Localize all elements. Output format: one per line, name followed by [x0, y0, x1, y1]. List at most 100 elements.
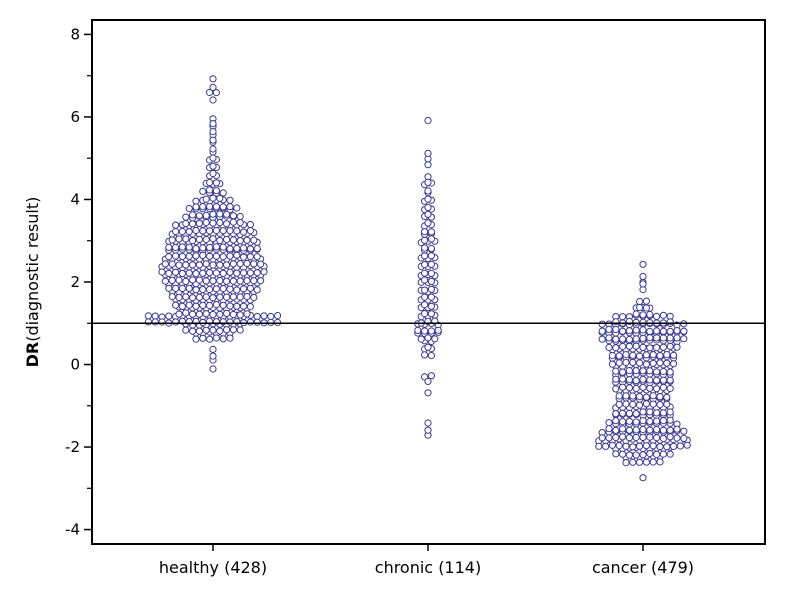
data-point — [663, 393, 671, 401]
data-point — [608, 360, 617, 368]
data-point — [260, 268, 268, 276]
data-point — [656, 359, 664, 367]
data-point — [206, 227, 214, 235]
data-point — [175, 235, 183, 243]
data-point — [172, 318, 180, 326]
data-point — [229, 236, 237, 244]
data-point — [240, 269, 248, 277]
data-point — [206, 202, 214, 211]
data-point — [632, 318, 640, 326]
data-point — [267, 318, 275, 326]
data-point — [421, 244, 429, 252]
data-point — [216, 194, 224, 202]
data-point — [625, 409, 634, 417]
data-point — [212, 179, 220, 187]
data-point — [670, 351, 678, 359]
data-point — [172, 301, 180, 309]
data-point — [195, 219, 203, 227]
data-point — [185, 269, 193, 277]
data-point — [619, 375, 627, 383]
data-point — [250, 236, 258, 244]
data-point — [243, 236, 251, 244]
data-point — [168, 236, 176, 244]
data-point — [619, 327, 627, 335]
data-point — [192, 245, 200, 253]
data-point — [639, 408, 647, 416]
data-point — [168, 293, 176, 301]
data-point — [212, 187, 220, 195]
data-point — [229, 293, 237, 301]
data-point — [427, 310, 435, 318]
data-point — [233, 244, 241, 253]
data-point — [246, 284, 254, 292]
data-point — [192, 252, 200, 260]
data-point — [226, 334, 234, 342]
data-point — [216, 219, 224, 227]
data-point — [666, 342, 674, 350]
data-point — [206, 301, 214, 310]
data-point — [612, 426, 620, 434]
x-axis: healthy (428) chronic (114) cancer (479) — [159, 544, 694, 577]
data-point — [216, 277, 224, 285]
data-point — [636, 458, 644, 466]
data-point — [274, 312, 282, 320]
data-point — [636, 393, 644, 401]
data-point — [161, 277, 169, 285]
data-point — [219, 253, 227, 261]
data-point — [243, 277, 251, 285]
data-point — [233, 269, 241, 277]
data-point — [424, 210, 432, 218]
data-point — [639, 433, 647, 441]
x-category-label: cancer (479) — [592, 558, 694, 577]
data-point — [219, 227, 227, 235]
data-point — [206, 335, 214, 343]
data-point — [639, 343, 647, 351]
data-point — [209, 365, 217, 373]
data-point — [182, 293, 190, 301]
data-point — [209, 120, 217, 128]
data-point — [226, 252, 234, 260]
data-point — [612, 417, 620, 425]
data-point — [625, 327, 634, 335]
data-point — [646, 384, 654, 392]
data-point — [209, 310, 217, 319]
data-point — [195, 276, 203, 284]
data-point — [202, 218, 210, 227]
data-point — [223, 261, 231, 269]
data-point — [209, 261, 217, 269]
data-point — [615, 400, 623, 408]
data-point — [212, 203, 220, 211]
data-point — [605, 325, 613, 333]
data-point — [209, 96, 217, 104]
data-point — [619, 342, 627, 351]
data-point — [619, 409, 627, 417]
data-point — [240, 253, 248, 261]
data-point — [175, 261, 183, 269]
y-tick-label: 2 — [70, 273, 80, 291]
data-point — [656, 401, 664, 409]
data-point — [424, 161, 432, 169]
data-point — [233, 302, 241, 310]
data-point — [622, 351, 630, 359]
data-point — [178, 302, 186, 310]
data-point — [212, 269, 220, 277]
data-point — [226, 302, 234, 310]
data-point — [189, 327, 197, 335]
data-point — [629, 443, 637, 451]
data-point — [253, 269, 261, 277]
data-point — [189, 294, 197, 302]
data-point — [185, 252, 193, 260]
data-point — [424, 187, 432, 195]
data-point — [151, 318, 159, 326]
data-point — [598, 335, 606, 343]
y-tick-label: 8 — [70, 25, 80, 43]
y-tick-label: 4 — [70, 190, 80, 208]
data-point — [605, 419, 613, 427]
data-point — [192, 226, 200, 235]
data-points — [144, 75, 691, 482]
data-point — [165, 243, 173, 251]
data-point — [632, 433, 640, 442]
data-point — [189, 211, 197, 219]
data-point — [424, 219, 432, 227]
data-point — [274, 318, 282, 327]
